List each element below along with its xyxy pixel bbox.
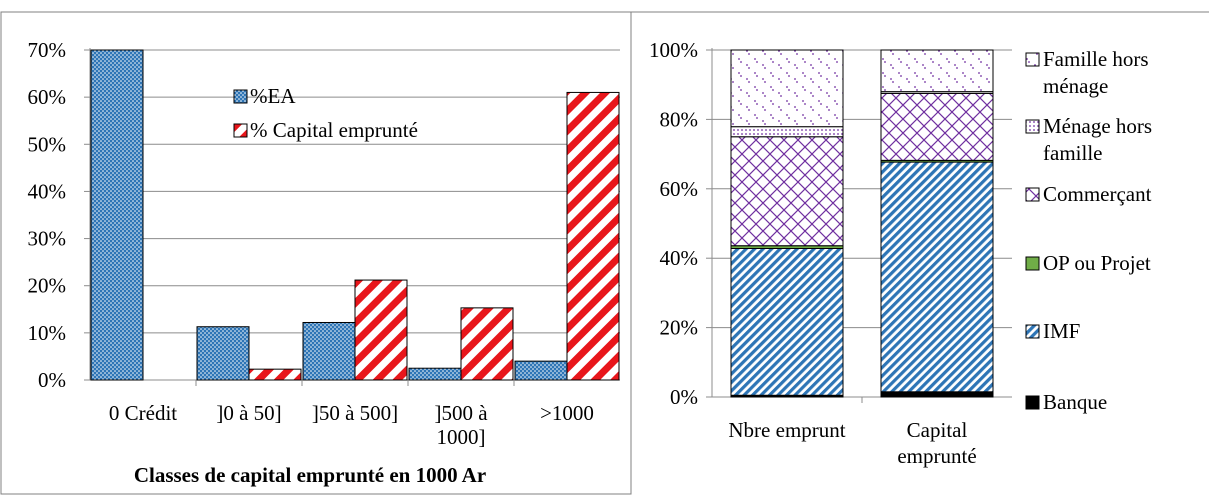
stack-segment — [730, 247, 844, 396]
x-tick-label: ]50 à 500] — [312, 401, 398, 425]
legend-label: OP ou Projet — [1043, 251, 1151, 275]
y-tick-label: 60% — [28, 85, 67, 109]
legend-label-line: ménage — [1043, 74, 1108, 98]
x-tick-label-line: ]500 à — [434, 401, 488, 425]
legend-swatch — [1025, 256, 1040, 271]
bar-ea — [196, 326, 250, 381]
legend-swatch — [1025, 52, 1040, 67]
left-chart: 0% 10% 20% 30% 40% 50% 60% 70% 0 Crédit ]0 à 50]]… — [28, 38, 620, 487]
right-chart: 0% 20% 40% 60% 80% 100% Nbre emprunt Capital emp… — [649, 38, 1152, 468]
stack-segment — [730, 126, 844, 138]
legend-label: IMF — [1043, 319, 1080, 343]
legend-swatch — [1025, 119, 1040, 134]
legend-label: Commerçant — [1043, 182, 1152, 206]
bar-capital — [248, 368, 302, 381]
y-tick-label: 20% — [28, 274, 67, 298]
legend-label-line: Famille hors — [1043, 47, 1149, 71]
x-tick-label: ]500 à 1000] — [434, 401, 488, 449]
x-tick-label-line: 0 Crédit — [109, 401, 177, 425]
y-tick-label: 60% — [660, 177, 699, 201]
bar-ea — [514, 360, 568, 381]
stack-segment — [730, 136, 844, 247]
y-tick-label: 100% — [649, 38, 698, 62]
legend-swatch — [233, 89, 248, 104]
x-axis-title: Classes de capital emprunté en 1000 Ar — [134, 463, 486, 487]
bar-ea — [90, 49, 144, 381]
x-tick-label-line: >1000 — [540, 401, 594, 425]
y-tick-label: 10% — [28, 321, 67, 345]
legend-label-line: Banque — [1043, 390, 1107, 414]
legend-label: Banque — [1043, 390, 1107, 414]
bar-capital — [460, 307, 514, 381]
legend-label-line: Commerçant — [1043, 182, 1152, 206]
x-tick-label: ]0 à 50] — [216, 401, 281, 425]
x-tick-label: Nbre emprunt — [728, 418, 845, 442]
legend-label-line: Ménage hors — [1043, 114, 1152, 138]
y-tick-label: 0% — [38, 368, 66, 392]
stack-segment — [880, 49, 994, 93]
x-tick-label-line: 1000] — [437, 425, 486, 449]
x-tick-label: Capital emprunté — [897, 418, 976, 468]
legend-label: %EA — [250, 84, 296, 108]
legend-swatch — [1025, 324, 1040, 339]
legend-label: % Capital emprunté — [250, 118, 418, 142]
y-tick-label: 30% — [28, 227, 67, 251]
x-tick-label-line: emprunté — [897, 444, 976, 468]
legend-swatch — [1025, 187, 1040, 202]
y-tick-label: 40% — [28, 179, 67, 203]
legend-swatch — [1025, 395, 1040, 410]
legend-label: Famille hors ménage — [1043, 47, 1149, 98]
bar-capital — [566, 91, 620, 381]
y-tick-label: 40% — [660, 246, 699, 270]
x-tick-label: >1000 — [540, 401, 594, 425]
x-tick-label-line: Capital — [907, 418, 968, 442]
legend-label-line: IMF — [1043, 319, 1080, 343]
y-tick-label: 70% — [28, 38, 67, 62]
x-tick-label-line: Nbre emprunt — [728, 418, 845, 442]
x-tick-label-line: ]50 à 500] — [312, 401, 398, 425]
legend-label-line: OP ou Projet — [1043, 251, 1151, 275]
x-tick-label-line: ]0 à 50] — [216, 401, 281, 425]
stack-segment — [880, 391, 994, 398]
y-tick-label: 80% — [660, 107, 699, 131]
left-chart-border — [0, 11, 632, 495]
stack-segment — [730, 49, 844, 128]
y-tick-label: 50% — [28, 132, 67, 156]
bar-capital — [354, 279, 408, 381]
legend-swatch — [233, 123, 248, 138]
x-tick-label: 0 Crédit — [109, 401, 177, 425]
bar-ea — [302, 321, 356, 381]
bar-ea — [408, 367, 462, 381]
stack-segment — [880, 161, 994, 393]
legend-label-line: famille — [1043, 141, 1102, 165]
y-tick-label: 0% — [670, 385, 698, 409]
y-tick-label: 20% — [660, 316, 699, 340]
legend-label: Ménage hors famille — [1043, 114, 1152, 165]
stack-segment — [880, 92, 994, 161]
